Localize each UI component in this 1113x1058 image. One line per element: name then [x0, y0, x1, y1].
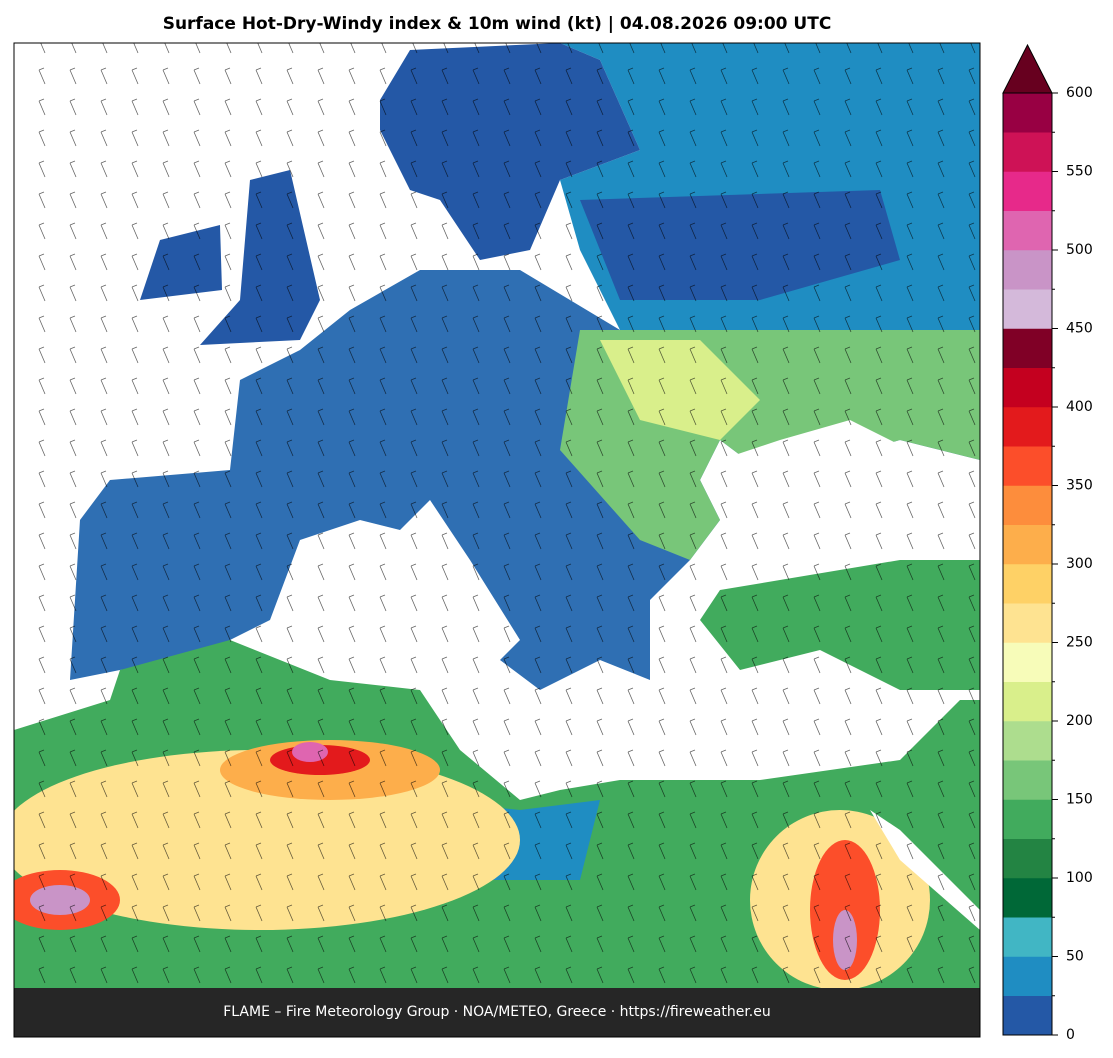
tick-label: 550 — [1066, 164, 1093, 180]
colorbar-extension — [1002, 43, 1053, 94]
colorbar-bin — [1002, 681, 1053, 722]
colorbar-bin — [1002, 642, 1053, 682]
map-frame — [13, 42, 981, 1038]
colorbar-bin — [1002, 210, 1053, 251]
colorbar-bin — [1002, 485, 1053, 525]
tick-label: 300 — [1066, 556, 1093, 572]
tick-label: 50 — [1066, 949, 1084, 965]
tick-label: 450 — [1066, 321, 1093, 337]
colorbar-bin — [1002, 171, 1053, 211]
colorbar-bin — [1002, 289, 1053, 329]
colorbar: 0 50 100 150 200 250 300 350 400 450 500 550 600 — [1002, 43, 1093, 1043]
colorbar-bin — [1002, 328, 1053, 368]
tick-label: 500 — [1066, 242, 1093, 258]
tick-label: 350 — [1066, 478, 1093, 494]
tick-label: 200 — [1066, 713, 1093, 729]
colorbar-bin — [1002, 563, 1053, 604]
colorbar-bin — [1002, 956, 1053, 996]
colorbar-bin — [1002, 603, 1053, 643]
colorbar-bin — [1002, 720, 1053, 761]
tick-label: 600 — [1066, 85, 1093, 101]
tick-label: 150 — [1066, 792, 1093, 808]
title: Surface Hot-Dry-Windy index & 10m wind (… — [163, 14, 832, 34]
colorbar-bin — [1002, 995, 1053, 1036]
colorbar-bin — [1002, 406, 1053, 447]
colorbar-bin — [1002, 367, 1053, 408]
wind-barbs — [14, 43, 980, 988]
tick-label: 250 — [1066, 635, 1093, 651]
map — [14, 43, 980, 988]
colorbar-bin — [1002, 446, 1053, 486]
colorbar-bin — [1002, 760, 1053, 800]
footer: FLAME – Fire Meteorology Group · NOA/MET… — [223, 1004, 771, 1020]
footer-band — [14, 988, 980, 1037]
colorbar-bin — [1002, 838, 1053, 879]
colorbar-bin — [1002, 132, 1053, 172]
tick-label: 0 — [1066, 1027, 1075, 1043]
colorbar-bin — [1002, 877, 1053, 918]
tick-label: 100 — [1066, 870, 1093, 886]
colorbar-bin — [1002, 249, 1053, 290]
colorbar-bin — [1002, 524, 1053, 565]
colorbar-bin — [1002, 92, 1053, 133]
colorbar-bin — [1002, 917, 1053, 957]
colorbar-bin — [1002, 799, 1053, 839]
tick-label: 400 — [1066, 399, 1093, 415]
